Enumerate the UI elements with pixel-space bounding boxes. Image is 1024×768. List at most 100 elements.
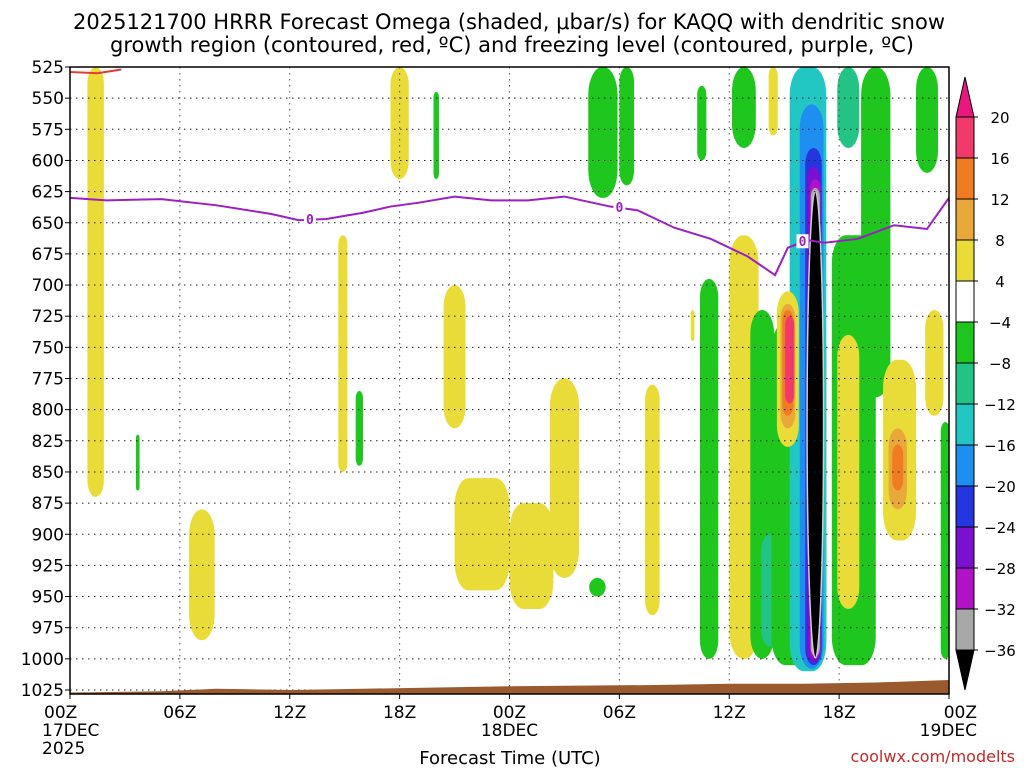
x-tick-label-5-1: 06Z (603, 703, 636, 723)
omega-cell-11 (589, 577, 606, 597)
y-axis: 525 550 575 600 625 650 675 700 725 750 775 800 825 8… (21, 58, 70, 701)
colorbar-under-arrow (955, 649, 975, 691)
omega-cell-2 (189, 509, 215, 641)
x-tick-label-0-1: 00Z (44, 703, 77, 723)
colorbar-bin-8 (955, 444, 975, 487)
omega-cell-0 (87, 67, 104, 497)
omega-cell-1 (135, 434, 140, 491)
y-tick-label-14: 875 (32, 494, 64, 514)
omega-cell-4 (355, 390, 363, 466)
chart-title-line-2: growth region (contoured, red, ºC) and f… (110, 33, 914, 57)
colorbar-bin-9 (955, 485, 975, 528)
omega-cell-34 (837, 67, 860, 148)
y-tick-label-5: 650 (32, 214, 64, 234)
colorbar: 20 16 12 8 4 −4 −8 −12 −16 −20 −24 −28 −32 −36 (955, 76, 1016, 691)
x-tick-label-4-2: 18DEC (481, 721, 538, 741)
omega-cell-42 (925, 309, 944, 416)
freezing-level-label-1: 0 (615, 201, 623, 216)
colorbar-bin-12 (955, 608, 975, 651)
omega-cell-5 (390, 67, 409, 180)
omega-cell-33 (768, 67, 778, 136)
omega-cell-12 (588, 67, 618, 198)
omega-cell-41 (916, 67, 939, 173)
omega-cell-43 (940, 422, 949, 659)
x-tick-label-6-1: 12Z (713, 703, 746, 723)
colorbar-label-2: 12 (990, 191, 1009, 209)
terrain-fill (70, 680, 949, 694)
y-tick-label-16: 925 (32, 556, 64, 576)
omega-cell-14 (645, 384, 660, 616)
x-axis-label: Forecast Time (UTC) (419, 748, 600, 768)
colorbar-label-13: −36 (984, 642, 1016, 660)
omega-cell-8 (454, 478, 510, 591)
y-tick-label-9: 750 (32, 338, 64, 358)
colorbar-bin-10 (955, 526, 975, 569)
y-tick-label-15: 900 (32, 525, 64, 545)
colorbar-label-3: 8 (995, 232, 1005, 250)
contour-lines: 0 0 0 (70, 68, 949, 277)
chart-title-line-1: 2025121700 HRRR Forecast Omega (shaded, … (73, 10, 945, 34)
freezing-level-label-2: 0 (799, 235, 807, 250)
x-tick-label-7-1: 18Z (822, 703, 855, 723)
y-tick-label-17: 950 (32, 588, 64, 608)
dgz-contour-line (70, 68, 122, 75)
colorbar-label-11: −28 (984, 560, 1016, 578)
x-tick-label-4-1: 00Z (493, 703, 526, 723)
freezing-level-line (70, 195, 949, 277)
y-tick-label-8: 725 (32, 307, 64, 327)
colorbar-bin-4 (955, 280, 975, 323)
y-tick-label-18: 975 (32, 619, 64, 639)
colorbar-label-9: −20 (984, 478, 1016, 496)
omega-cell-6 (433, 91, 439, 180)
colorbar-label-5: −4 (989, 314, 1011, 332)
colorbar-bin-5 (955, 321, 975, 364)
freezing-label-bg-0 (303, 211, 316, 226)
grid-lines (70, 66, 949, 694)
y-tick-label-4: 625 (32, 183, 64, 203)
credit-text: coolwx.com/modelts (851, 747, 1015, 766)
omega-cell-18 (731, 67, 756, 148)
x-tick-label-2-1: 12Z (273, 703, 306, 723)
y-tick-label-7: 700 (32, 276, 64, 296)
y-tick-label-0: 525 (32, 58, 64, 78)
x-tick-label-0-2: 17DEC (42, 721, 99, 741)
y-tick-label-10: 775 (32, 370, 64, 390)
y-tick-label-2: 575 (32, 120, 64, 140)
colorbar-bin-0 (955, 116, 975, 159)
colorbar-bin-7 (955, 403, 975, 446)
colorbar-over-arrow (955, 76, 975, 118)
omega-shading (87, 67, 949, 672)
y-tick-label-13: 850 (32, 463, 64, 483)
freezing-level-label-0: 0 (306, 213, 314, 228)
colorbar-label-1: 16 (990, 150, 1009, 168)
x-tick-label-1-1: 06Z (163, 703, 196, 723)
y-tick-label-11: 800 (32, 401, 64, 421)
y-tick-label-19: 1000 (21, 650, 64, 670)
y-tick-label-1: 550 (32, 89, 64, 109)
y-tick-label-6: 675 (32, 245, 64, 265)
terrain (70, 680, 949, 694)
x-tick-label-8-1: 00Z (944, 703, 977, 723)
omega-cell-7 (443, 285, 466, 429)
omega-cell-37 (837, 334, 860, 610)
x-tick-label-0-3: 2025 (42, 739, 85, 759)
colorbar-label-4: 4 (995, 273, 1005, 291)
colorbar-bin-6 (955, 362, 975, 405)
omega-cell-13 (619, 67, 635, 186)
x-tick-label-8-2: 19DEC (920, 721, 977, 741)
y-tick-label-3: 600 (32, 151, 64, 171)
x-tick-label-3-1: 18Z (383, 703, 416, 723)
omega-cell-32 (785, 316, 795, 404)
omega-cell-9 (509, 503, 554, 610)
omega-core-min (806, 190, 825, 659)
freezing-label-bg-1 (613, 199, 626, 214)
omega-cell-15 (697, 85, 707, 161)
omega-cell-40 (892, 444, 904, 491)
colorbar-bin-1 (955, 157, 975, 200)
colorbar-bin-3 (955, 239, 975, 282)
colorbar-label-0: 20 (990, 109, 1009, 127)
colorbar-label-10: −24 (984, 519, 1016, 537)
colorbar-label-12: −32 (984, 601, 1016, 619)
